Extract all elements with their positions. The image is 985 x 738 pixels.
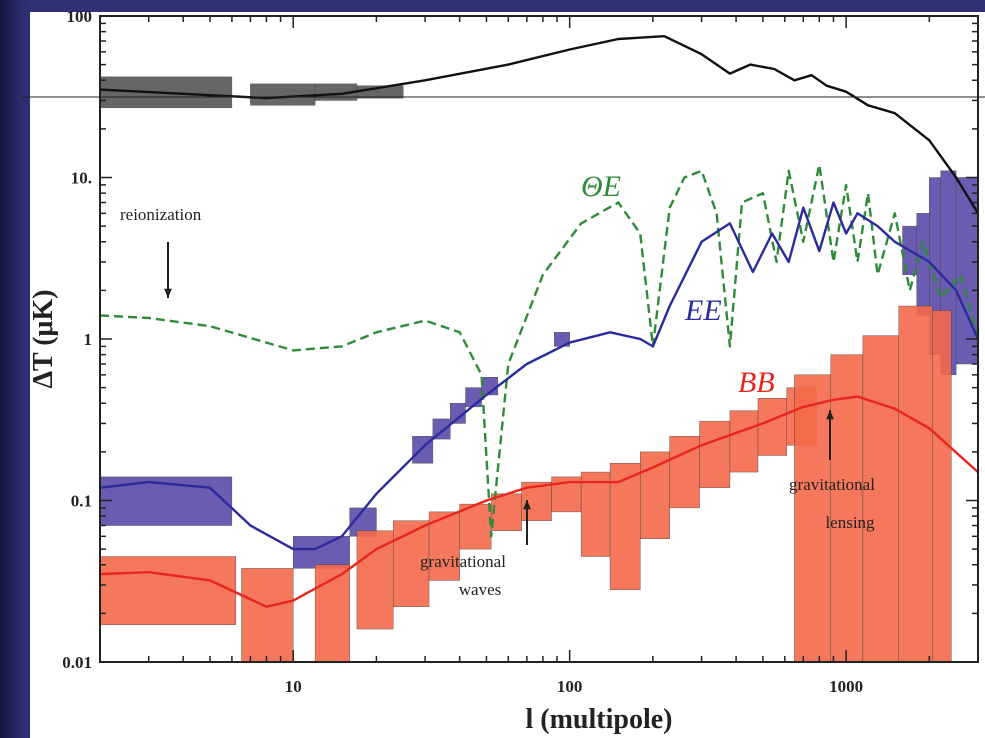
x-tick-label: 100	[557, 677, 583, 696]
bb-error-box-6	[459, 503, 492, 550]
y-tick-label: 0.1	[71, 492, 92, 511]
y-tick-label: 0.01	[62, 653, 92, 672]
theta-e-series-line	[99, 163, 980, 538]
bb-error-box-11	[609, 463, 641, 590]
bb-error-box-20	[862, 335, 899, 663]
y-tick-label: 100	[67, 7, 93, 26]
bb-error-box-0	[99, 556, 237, 625]
bb-error-box-1	[241, 568, 294, 663]
bb-error-box-22	[932, 310, 952, 663]
top-header-band	[22, 0, 985, 12]
y-tick-label: 10.	[71, 169, 92, 188]
bb-error-box-10	[580, 471, 611, 557]
annotation-arrows	[164, 242, 834, 545]
y-tick-label: 1	[84, 330, 93, 349]
annotations: ΘE EE BB reionization gravitational wave…	[120, 170, 875, 599]
bb-error-box-3	[356, 530, 394, 630]
bb-error-box-16	[757, 397, 787, 456]
gravitational-waves-label-line1: gravitational	[420, 552, 506, 571]
tt-error-box-1	[250, 83, 316, 106]
left-edge-strip	[0, 0, 22, 738]
axes: 10 100 1000 0.01 0.1 1 10. 100 l (multipole) ΔT (…	[22, 7, 985, 735]
y-axis-label: ΔT (μK)	[28, 289, 59, 388]
reionization-label: reionization	[120, 205, 202, 224]
bb-series-label: BB	[738, 366, 775, 399]
bb-error-box-4	[393, 520, 430, 607]
left-edge-band	[22, 0, 30, 738]
ee-error-box-11	[955, 177, 979, 365]
lensing-arrow-head	[826, 410, 834, 420]
bb-error-box-5	[428, 511, 460, 581]
gravitational-waves-label-line2: waves	[459, 580, 501, 599]
x-tick-label: 10	[285, 677, 302, 696]
ee-error-box-1	[293, 536, 350, 569]
bb-error-box-7	[490, 493, 522, 531]
bb-error-box-2	[314, 564, 350, 663]
plot-area	[22, 0, 985, 738]
x-axis-label: l (multipole)	[526, 704, 673, 735]
theta-e-series-label: ΘE	[581, 170, 621, 203]
bb-error-box-14	[699, 420, 731, 488]
bb-error-box-21	[898, 305, 933, 663]
ee-error-box-12	[916, 213, 930, 316]
series-lines	[99, 35, 980, 608]
bb-error-box-18	[794, 374, 831, 663]
bb-error-box-12	[640, 451, 670, 539]
x-tick-label: 1000	[829, 677, 863, 696]
gravitational-waves-arrow-head	[523, 500, 531, 510]
tt-series-line	[99, 35, 980, 214]
ee-series-line	[99, 201, 980, 551]
bb-series-line	[99, 395, 979, 608]
lensing-label-line2: lensing	[825, 513, 875, 532]
lensing-label-line1: gravitational	[789, 475, 875, 494]
ee-series-label: EE	[684, 294, 722, 327]
bb-error-box-15	[729, 410, 759, 473]
bb-error-box-19	[830, 354, 864, 663]
reionization-arrow-head	[164, 288, 172, 298]
